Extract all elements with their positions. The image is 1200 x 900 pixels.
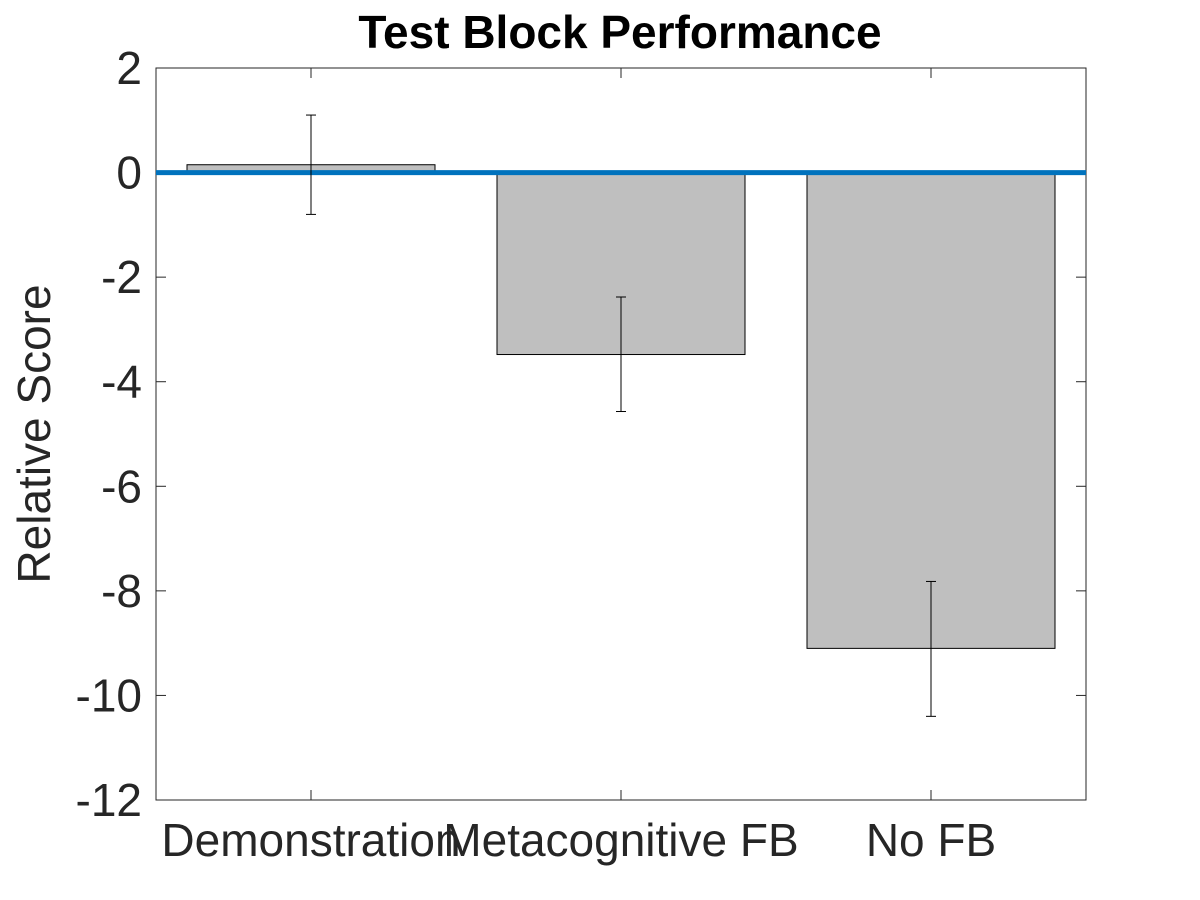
y-tick-label: -2 (101, 251, 142, 303)
y-axis-label: Relative Score (8, 284, 60, 583)
y-tick-label: 2 (116, 42, 142, 94)
y-tick-label: -6 (101, 460, 142, 512)
bar (806, 172, 1056, 649)
chart-title: Test Block Performance (358, 6, 881, 58)
x-tick-label: Demonstration (161, 814, 460, 866)
y-tick-label: -4 (101, 356, 142, 408)
x-tick-label: No FB (866, 814, 996, 866)
y-tick-label: -8 (101, 565, 142, 617)
plot-area: 2 0 -2 -4 -6 -8 -10 -12 DemonstrationMetacogniti… (76, 42, 1087, 866)
y-tick-label: -12 (76, 774, 142, 826)
y-tick-label: 0 (116, 147, 142, 199)
y-tick-label: -10 (76, 669, 142, 721)
x-tick-label: Metacognitive FB (443, 814, 798, 866)
